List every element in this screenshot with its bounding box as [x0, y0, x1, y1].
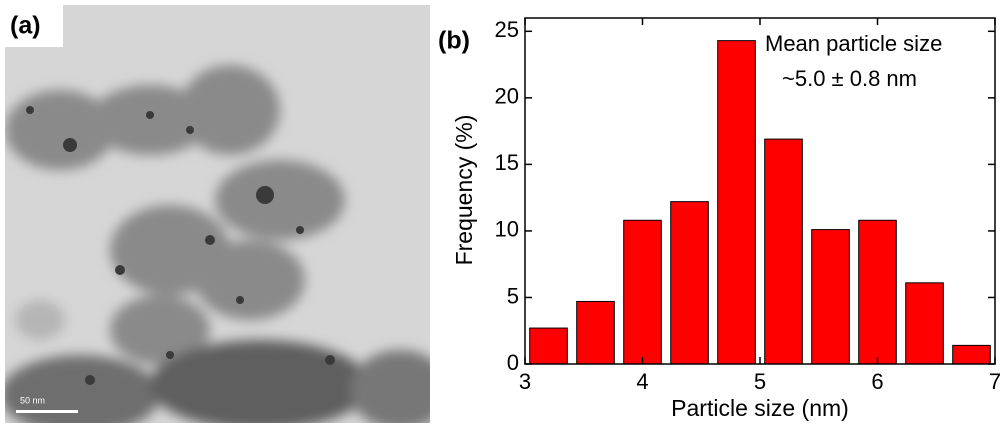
bar — [952, 344, 991, 365]
x-tick-label: 3 — [519, 369, 531, 394]
y-tick-label: 25 — [495, 17, 519, 42]
label-box — [5, 5, 63, 47]
x-tick-label: 7 — [989, 369, 1001, 394]
x-tick-label: 4 — [636, 369, 648, 394]
annotation: ~5.0 ± 0.8 nm — [782, 66, 917, 91]
bar — [670, 201, 709, 365]
bar — [858, 219, 897, 365]
bar — [717, 40, 756, 365]
y-tick-label: 20 — [495, 84, 519, 109]
bar — [764, 138, 803, 365]
bar — [623, 219, 662, 365]
tem-image: (a) 50 nm — [5, 5, 430, 423]
panel-label: (a) — [10, 12, 41, 40]
y-tick-label: 15 — [495, 150, 519, 175]
y-axis-label: Frequency (%) — [451, 115, 477, 266]
y-tick-label: 0 — [507, 350, 519, 375]
nanoparticles — [26, 106, 335, 385]
scale-bar — [16, 410, 78, 413]
y-tick-label: 5 — [507, 283, 519, 308]
x-tick-label: 5 — [754, 369, 766, 394]
annotation: Mean particle size — [765, 31, 942, 56]
bar — [529, 327, 568, 365]
y-tick-label: 10 — [495, 217, 519, 242]
bar — [811, 229, 850, 365]
particle-clusters — [5, 65, 430, 423]
x-axis-label: Particle size (nm) — [671, 395, 849, 421]
bar — [905, 282, 944, 365]
bar — [576, 300, 615, 365]
scale-bar-label: 50 nm — [20, 395, 45, 405]
x-tick-label: 6 — [871, 369, 883, 394]
panel-label: (b) — [438, 27, 470, 55]
